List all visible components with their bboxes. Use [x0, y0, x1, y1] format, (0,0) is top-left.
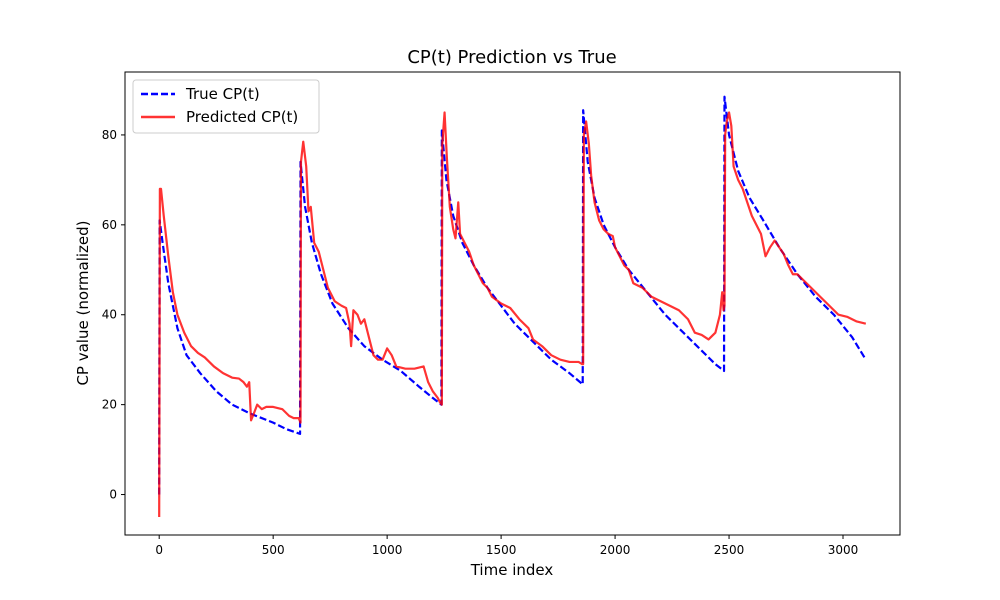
legend-label-true: True CP(t) [185, 85, 260, 103]
x-tick-label: 2500 [714, 543, 745, 557]
x-tick-label: 500 [262, 543, 285, 557]
y-tick-label: 0 [109, 488, 117, 502]
x-axis-title: Time index [470, 561, 554, 579]
true-series-line [158, 95, 867, 495]
y-axis-title: CP value (normalized) [74, 220, 92, 385]
x-tick-label: 3000 [828, 543, 859, 557]
x-tick-label: 0 [155, 543, 163, 557]
predicted-series-line [158, 111, 867, 518]
legend-label-predicted: Predicted CP(t) [186, 108, 298, 126]
legend-box [132, 79, 320, 134]
y-tick-label: 20 [102, 398, 117, 412]
x-tick-label: 1500 [486, 543, 517, 557]
x-tick-label: 1000 [372, 543, 403, 557]
y-tick-label: 40 [102, 308, 117, 322]
y-axis-ticks: 0 20 40 60 80 [102, 128, 125, 502]
x-axis-ticks: 0 500 1000 1500 2000 2500 3000 [155, 535, 858, 557]
chart-title: CP(t) Prediction vs True [407, 47, 616, 68]
legend: True CP(t) Predicted CP(t) [132, 79, 320, 134]
plot-frame [124, 71, 901, 536]
x-tick-label: 2000 [600, 543, 631, 557]
y-tick-label: 80 [102, 128, 117, 142]
y-tick-label: 60 [102, 218, 117, 232]
plot-series-group [158, 95, 867, 518]
